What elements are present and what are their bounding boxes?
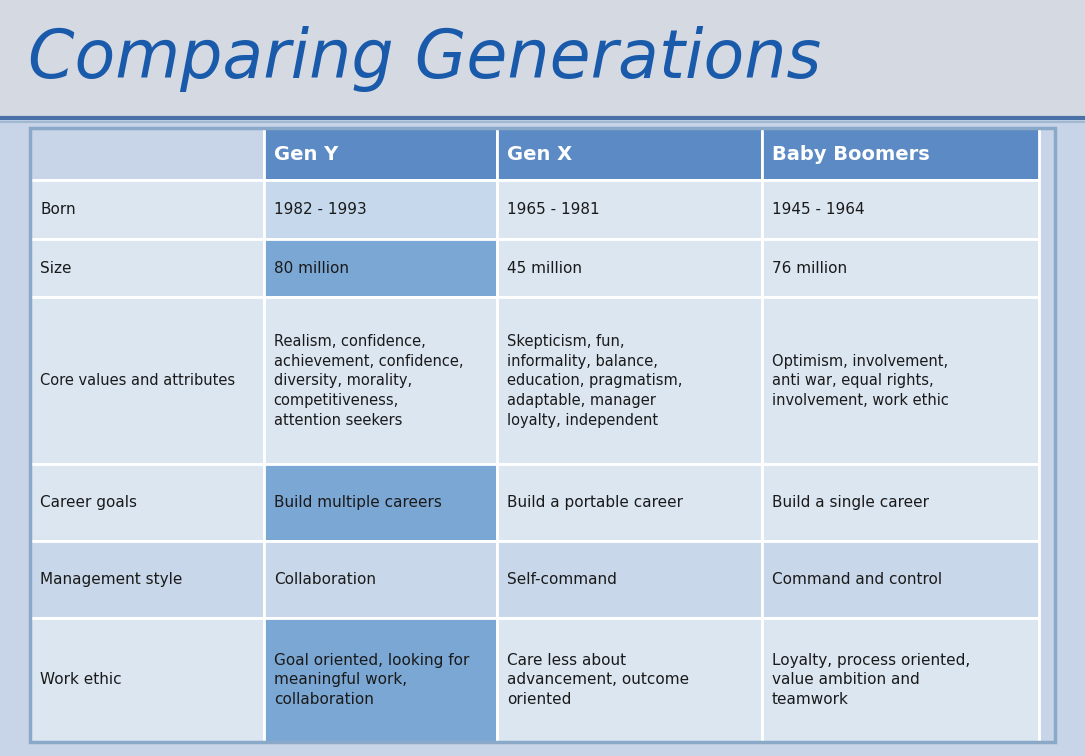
Text: Care less about
advancement, outcome
oriented: Care less about advancement, outcome ori… — [508, 652, 690, 707]
FancyBboxPatch shape — [497, 180, 762, 239]
FancyBboxPatch shape — [264, 128, 497, 180]
FancyBboxPatch shape — [762, 239, 1038, 297]
FancyBboxPatch shape — [30, 128, 264, 180]
FancyBboxPatch shape — [30, 297, 264, 464]
FancyBboxPatch shape — [497, 128, 762, 180]
Text: 1965 - 1981: 1965 - 1981 — [508, 202, 600, 217]
Text: Born: Born — [40, 202, 76, 217]
FancyBboxPatch shape — [264, 180, 497, 239]
FancyBboxPatch shape — [30, 618, 264, 742]
FancyBboxPatch shape — [497, 239, 762, 297]
Text: Skepticism, fun,
informality, balance,
education, pragmatism,
adaptable, manager: Skepticism, fun, informality, balance, e… — [508, 334, 682, 428]
Text: Management style: Management style — [40, 572, 182, 587]
Text: Gen X: Gen X — [508, 144, 573, 163]
Text: 45 million: 45 million — [508, 261, 583, 275]
Text: Work ethic: Work ethic — [40, 672, 122, 687]
Text: Comparing Generations: Comparing Generations — [28, 26, 821, 92]
FancyBboxPatch shape — [497, 297, 762, 464]
FancyBboxPatch shape — [497, 464, 762, 541]
Text: Loyalty, process oriented,
value ambition and
teamwork: Loyalty, process oriented, value ambitio… — [771, 652, 970, 707]
FancyBboxPatch shape — [762, 541, 1038, 618]
Text: Gen Y: Gen Y — [273, 144, 337, 163]
Text: Goal oriented, looking for
meaningful work,
collaboration: Goal oriented, looking for meaningful wo… — [273, 652, 469, 707]
Text: 1982 - 1993: 1982 - 1993 — [273, 202, 367, 217]
FancyBboxPatch shape — [264, 239, 497, 297]
Text: Realism, confidence,
achievement, confidence,
diversity, morality,
competitivene: Realism, confidence, achievement, confid… — [273, 334, 463, 428]
Text: Build a portable career: Build a portable career — [508, 495, 684, 510]
FancyBboxPatch shape — [30, 239, 264, 297]
Text: Build multiple careers: Build multiple careers — [273, 495, 442, 510]
Text: Career goals: Career goals — [40, 495, 137, 510]
FancyBboxPatch shape — [762, 180, 1038, 239]
FancyBboxPatch shape — [30, 464, 264, 541]
FancyBboxPatch shape — [30, 180, 264, 239]
Text: 76 million: 76 million — [771, 261, 847, 275]
FancyBboxPatch shape — [30, 541, 264, 618]
FancyBboxPatch shape — [264, 297, 497, 464]
Text: Baby Boomers: Baby Boomers — [771, 144, 930, 163]
FancyBboxPatch shape — [497, 618, 762, 742]
FancyBboxPatch shape — [264, 541, 497, 618]
FancyBboxPatch shape — [0, 0, 1085, 118]
FancyBboxPatch shape — [762, 297, 1038, 464]
FancyBboxPatch shape — [497, 541, 762, 618]
Text: Core values and attributes: Core values and attributes — [40, 373, 235, 389]
Text: Command and control: Command and control — [771, 572, 942, 587]
Text: 80 million: 80 million — [273, 261, 348, 275]
Text: 1945 - 1964: 1945 - 1964 — [771, 202, 865, 217]
FancyBboxPatch shape — [762, 618, 1038, 742]
Text: Size: Size — [40, 261, 72, 275]
FancyBboxPatch shape — [264, 464, 497, 541]
FancyBboxPatch shape — [762, 128, 1038, 180]
FancyBboxPatch shape — [264, 618, 497, 742]
Text: Build a single career: Build a single career — [771, 495, 929, 510]
FancyBboxPatch shape — [762, 464, 1038, 541]
Text: Self-command: Self-command — [508, 572, 617, 587]
Text: Collaboration: Collaboration — [273, 572, 375, 587]
Text: Optimism, involvement,
anti war, equal rights,
involvement, work ethic: Optimism, involvement, anti war, equal r… — [771, 354, 948, 408]
